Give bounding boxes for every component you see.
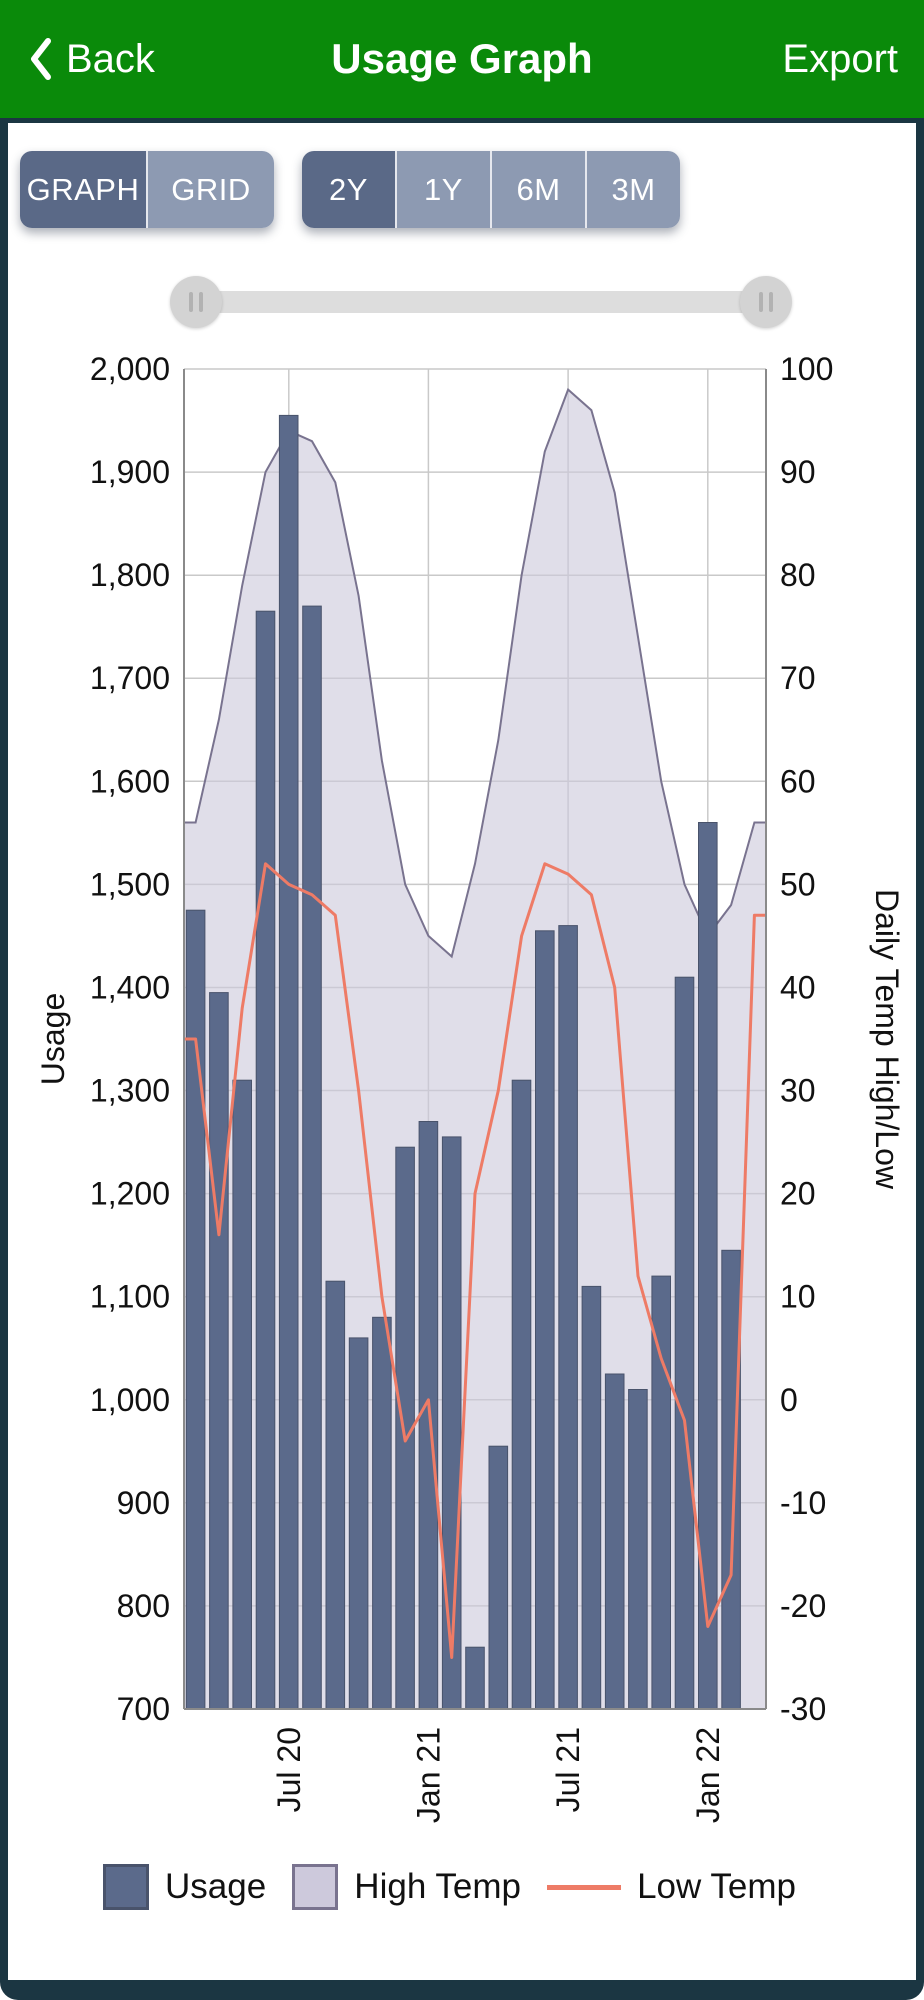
svg-text:1,800: 1,800	[90, 557, 170, 593]
svg-text:Jul 20: Jul 20	[271, 1727, 307, 1812]
grip-icon	[759, 292, 763, 312]
svg-text:30: 30	[780, 1073, 816, 1109]
svg-text:2,000: 2,000	[90, 351, 170, 387]
svg-text:1,700: 1,700	[90, 660, 170, 696]
toolbar: GRAPH GRID 2Y 1Y 6M 3M	[20, 151, 916, 228]
legend-label-low-temp: Low Temp	[637, 1867, 796, 1906]
svg-text:1,200: 1,200	[90, 1176, 170, 1212]
content-panel: GRAPH GRID 2Y 1Y 6M 3M 700 -30 800 -20 900 -1…	[0, 118, 924, 2000]
page-title: Usage Graph	[331, 35, 593, 82]
svg-text:20: 20	[780, 1176, 816, 1212]
legend-label-usage: Usage	[165, 1867, 267, 1906]
plot-frame	[183, 369, 767, 1710]
legend-item-usage: Usage	[103, 1864, 266, 1910]
svg-text:-20: -20	[780, 1588, 826, 1624]
svg-text:80: 80	[780, 557, 816, 593]
usage-chart-svg: 700 -30 800 -20 900 -10 1,000 0 1,100 10 1,200 20 1,…	[35, 351, 905, 1823]
svg-text:900: 900	[117, 1485, 170, 1521]
svg-text:-10: -10	[780, 1485, 826, 1521]
nav-bar: Back Usage Graph Export	[0, 0, 924, 118]
low-temp-swatch-icon	[547, 1884, 622, 1890]
range-3m-button[interactable]: 3M	[585, 151, 680, 228]
usage-chart: 700 -30 800 -20 900 -10 1,000 0 1,100 10 1,200 20 1,…	[22, 344, 910, 1844]
time-range-control: 2Y 1Y 6M 3M	[302, 151, 680, 228]
range-2y-button[interactable]: 2Y	[302, 151, 395, 228]
high-temp-swatch-icon	[292, 1864, 339, 1910]
svg-text:100: 100	[780, 351, 833, 387]
chevron-left-icon	[31, 38, 51, 80]
svg-text:0: 0	[780, 1382, 798, 1418]
svg-text:Jan 21: Jan 21	[410, 1727, 446, 1823]
tab-grid[interactable]: GRID	[146, 151, 274, 228]
svg-text:60: 60	[780, 763, 816, 799]
slider-handle-right[interactable]	[740, 276, 792, 328]
legend-item-high-temp: High Temp	[292, 1864, 521, 1910]
tab-graph[interactable]: GRAPH	[20, 151, 146, 228]
legend-label-high-temp: High Temp	[354, 1867, 521, 1906]
legend-item-low-temp: Low Temp	[547, 1867, 796, 1907]
svg-text:1,900: 1,900	[90, 454, 170, 490]
range-6m-button[interactable]: 6M	[490, 151, 585, 228]
low-temp-line	[184, 862, 766, 1659]
svg-text:1,300: 1,300	[90, 1073, 170, 1109]
svg-text:Jan 22: Jan 22	[690, 1727, 726, 1823]
axis-labels: 700 -30 800 -20 900 -10 1,000 0 1,100 10 1,200 20 1,…	[35, 351, 905, 1823]
svg-text:10: 10	[780, 1279, 816, 1315]
slider-track[interactable]	[196, 291, 766, 313]
view-mode-control: GRAPH GRID	[20, 151, 274, 228]
svg-text:1,100: 1,100	[90, 1279, 170, 1315]
svg-text:1,600: 1,600	[90, 763, 170, 799]
back-button[interactable]: Back	[26, 35, 155, 83]
svg-text:-30: -30	[780, 1691, 826, 1727]
svg-text:70: 70	[780, 660, 816, 696]
svg-text:1,400: 1,400	[90, 970, 170, 1006]
svg-text:700: 700	[117, 1691, 170, 1727]
svg-text:1,000: 1,000	[90, 1382, 170, 1418]
svg-text:1,500: 1,500	[90, 866, 170, 902]
grip-icon	[769, 292, 773, 312]
svg-text:Daily Temp High/Low: Daily Temp High/Low	[869, 889, 905, 1190]
chart-legend: Usage High Temp Low Temp	[8, 1864, 916, 1910]
svg-text:800: 800	[117, 1588, 170, 1624]
usage-swatch-icon	[103, 1864, 149, 1910]
svg-text:40: 40	[780, 970, 816, 1006]
svg-text:Jul 21: Jul 21	[550, 1727, 586, 1812]
grip-icon	[189, 292, 193, 312]
range-1y-button[interactable]: 1Y	[395, 151, 490, 228]
export-button[interactable]: Export	[782, 36, 898, 81]
back-label: Back	[66, 36, 155, 81]
svg-text:50: 50	[780, 866, 816, 902]
grip-icon	[199, 292, 203, 312]
svg-text:Usage: Usage	[35, 993, 71, 1086]
date-range-slider	[170, 272, 792, 332]
slider-handle-left[interactable]	[170, 276, 222, 328]
svg-text:90: 90	[780, 454, 816, 490]
